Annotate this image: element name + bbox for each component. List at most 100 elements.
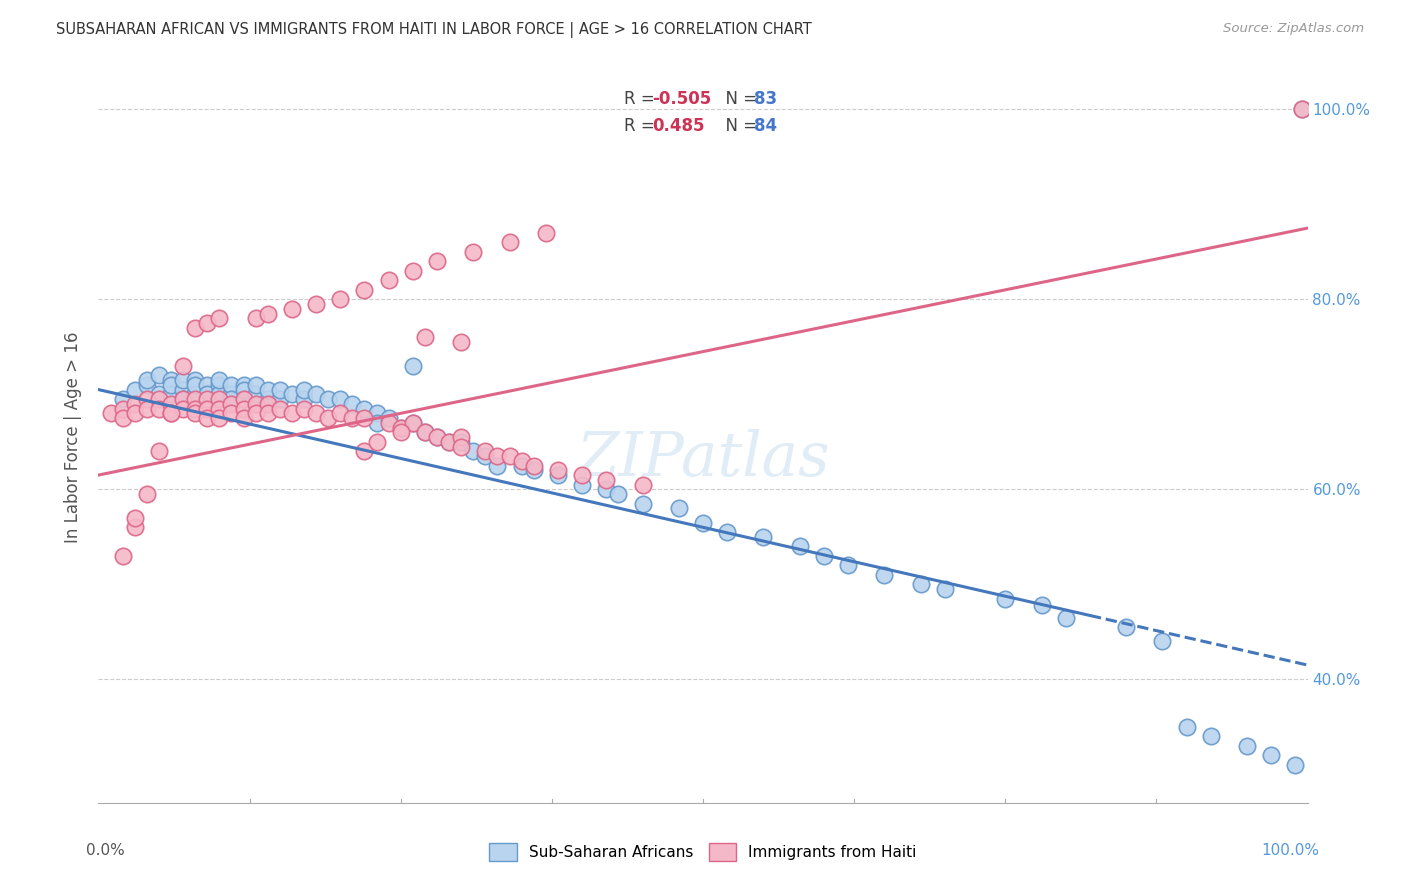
Point xyxy=(402,359,425,373)
Point xyxy=(281,387,304,401)
Point xyxy=(208,411,231,425)
Point xyxy=(195,392,218,406)
Point xyxy=(426,430,449,444)
Point xyxy=(413,330,436,344)
Point xyxy=(172,392,194,406)
Point xyxy=(232,383,254,397)
Point xyxy=(413,425,436,440)
Point xyxy=(837,558,859,573)
Point xyxy=(342,411,364,425)
Point xyxy=(910,577,932,591)
Point xyxy=(111,392,134,406)
Point xyxy=(124,511,146,525)
Point xyxy=(172,392,194,406)
Text: 100.0%: 100.0% xyxy=(1261,843,1320,858)
Point xyxy=(172,383,194,397)
Point xyxy=(184,401,207,416)
Point xyxy=(547,463,569,477)
Point xyxy=(329,392,352,406)
Point xyxy=(208,387,231,401)
Text: R =: R = xyxy=(624,90,661,108)
Point xyxy=(486,449,509,463)
Point xyxy=(292,383,315,397)
Point xyxy=(135,373,157,387)
Point xyxy=(184,321,207,335)
Point xyxy=(148,368,170,383)
Point xyxy=(631,477,654,491)
Point xyxy=(498,235,520,250)
Point xyxy=(245,397,267,411)
Point xyxy=(463,244,485,259)
Point xyxy=(245,311,267,326)
Point xyxy=(256,383,278,397)
Point xyxy=(232,392,254,406)
Point xyxy=(523,458,546,473)
Point xyxy=(208,373,231,387)
Point xyxy=(1175,720,1198,734)
Point xyxy=(281,406,304,420)
Point xyxy=(195,316,218,330)
Point xyxy=(389,420,412,434)
Point xyxy=(305,387,328,401)
Point xyxy=(353,283,375,297)
Point xyxy=(221,392,243,406)
Point xyxy=(160,373,183,387)
Point xyxy=(389,420,412,434)
Point xyxy=(607,487,630,501)
Point xyxy=(256,406,278,420)
Point xyxy=(195,387,218,401)
Point xyxy=(377,411,399,425)
Point xyxy=(1115,620,1137,634)
Point xyxy=(160,406,183,420)
Point xyxy=(595,473,617,487)
Point xyxy=(1236,739,1258,753)
Point xyxy=(437,434,460,449)
Point xyxy=(789,539,811,553)
Point xyxy=(402,416,425,430)
Point xyxy=(450,430,472,444)
Point xyxy=(402,264,425,278)
Point xyxy=(692,516,714,530)
Point xyxy=(195,411,218,425)
Point xyxy=(124,383,146,397)
Point xyxy=(292,401,315,416)
Point xyxy=(208,377,231,392)
Point xyxy=(377,416,399,430)
Point xyxy=(534,226,557,240)
Text: 83: 83 xyxy=(754,90,778,108)
Point xyxy=(124,406,146,420)
Point xyxy=(426,254,449,268)
Point xyxy=(195,377,218,392)
Legend: Sub-Saharan Africans, Immigrants from Haiti: Sub-Saharan Africans, Immigrants from Ha… xyxy=(482,836,924,868)
Point xyxy=(148,387,170,401)
Point xyxy=(463,444,485,458)
Point xyxy=(172,401,194,416)
Point xyxy=(256,392,278,406)
Text: 0.0%: 0.0% xyxy=(86,843,125,858)
Point xyxy=(184,406,207,420)
Point xyxy=(148,392,170,406)
Point xyxy=(595,483,617,497)
Point xyxy=(124,520,146,534)
Point xyxy=(281,301,304,316)
Point xyxy=(245,377,267,392)
Point xyxy=(172,373,194,387)
Text: -0.505: -0.505 xyxy=(652,90,711,108)
Y-axis label: In Labor Force | Age > 16: In Labor Force | Age > 16 xyxy=(65,331,83,543)
Text: N =: N = xyxy=(716,117,762,135)
Point xyxy=(221,406,243,420)
Point xyxy=(160,377,183,392)
Point xyxy=(329,293,352,307)
Point xyxy=(245,406,267,420)
Point xyxy=(256,307,278,321)
Point xyxy=(934,582,956,596)
Point xyxy=(450,440,472,454)
Point xyxy=(269,383,291,397)
Point xyxy=(716,524,738,539)
Point xyxy=(413,425,436,440)
Point xyxy=(1284,757,1306,772)
Point xyxy=(474,449,496,463)
Point xyxy=(184,387,207,401)
Point xyxy=(1031,598,1053,612)
Point xyxy=(1291,103,1313,117)
